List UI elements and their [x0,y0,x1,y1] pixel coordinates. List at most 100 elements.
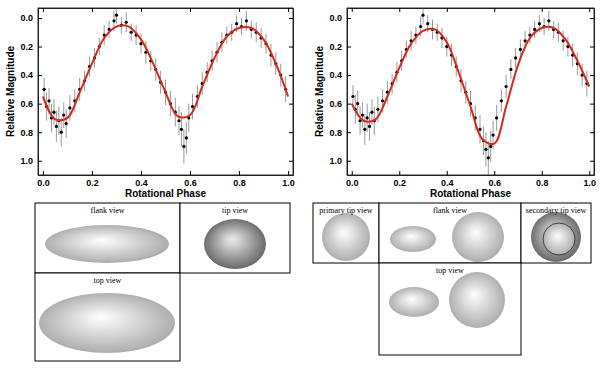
tick-mark [347,75,351,76]
data-point [500,99,503,102]
tick: 0.6 [488,171,501,188]
data-point [65,122,68,125]
tick-label: 1.0 [329,156,342,166]
scatter-series [43,8,288,164]
data-point [185,136,188,139]
data-point [538,22,541,25]
tick: 1.0 [329,156,351,166]
tick-mark [590,132,594,133]
tick: 1.0 [20,156,42,166]
data-point [112,19,115,22]
data-point [62,113,65,116]
tick-label: 0.0 [37,178,50,188]
tick-label: 0.6 [20,99,33,109]
tick-mark [43,8,44,12]
panel-box [180,203,290,273]
tick [590,18,594,19]
tick-mark [494,8,495,12]
panel-box [35,273,180,361]
axis-line [594,9,595,176]
data-point [368,125,371,128]
data-point [366,116,369,119]
panel-label: tip view [222,206,248,215]
tick-mark [542,8,543,12]
fit-line [352,27,590,144]
x-axis-title: Rotational Phase [125,188,207,199]
tick-label: 1.0 [282,178,295,188]
panel-box [379,203,521,263]
axis-line [348,8,595,9]
data-point [351,95,354,98]
data-point [419,25,422,28]
tick-mark [447,8,448,12]
tick [190,8,191,12]
tick-label: 1.0 [20,156,33,166]
data-point [421,14,424,17]
tick-mark [92,171,93,175]
asteroid-shape [322,213,370,261]
data-point [191,105,194,108]
data-point [547,19,550,22]
tick-label: 0.2 [329,42,342,52]
tick-mark [38,104,42,105]
tick: 0.2 [20,42,42,52]
tick [352,8,353,12]
tick-label: 0.4 [135,178,148,188]
tick [288,8,289,12]
panel-box [35,203,180,273]
data-point [115,14,118,17]
tick-mark [190,8,191,12]
tick-mark [141,8,142,12]
tick-mark [38,47,42,48]
tick-mark [347,104,351,105]
tick-label: 0.8 [536,178,549,188]
y-axis-right [289,9,294,176]
data-point [524,39,527,42]
tick-label: 0.0 [20,13,33,23]
asteroid-shape [543,223,575,255]
panel-label: flank view [433,206,467,215]
panel-label: primary tip view [319,206,373,215]
fit-line [43,25,288,120]
data-point [495,116,498,119]
data-point [426,22,429,25]
tick [590,161,594,162]
tick-label: 0.4 [20,70,33,80]
tick [289,104,293,105]
panel-label: top view [94,276,122,285]
tick-mark [590,161,594,162]
tick: 0.8 [329,128,351,138]
tick-label: 0.2 [20,42,33,52]
asteroid-shape [389,287,439,317]
tick: 0.0 [37,171,50,188]
asteroid-shape [452,212,504,262]
tick-mark [38,161,42,162]
tick-mark [590,47,594,48]
tick-mark [288,171,289,175]
data-point [509,68,512,71]
tick [289,161,293,162]
data-point [478,128,481,131]
tick: 0.8 [233,171,246,188]
tick [589,8,590,12]
data-point [487,156,490,159]
tick: 0.4 [20,70,42,80]
tick [141,8,142,12]
tick-mark [347,161,351,162]
plot-marks [43,8,289,164]
asteroid-shape [531,212,581,262]
tick-label: 0.8 [329,128,342,138]
tick-mark [447,171,448,175]
axis-line [293,9,294,176]
shape-model: flank viewtip viewtop view [35,203,290,361]
tick-mark [288,8,289,12]
tick [590,132,594,133]
tick [590,75,594,76]
tick: 0.4 [135,171,148,188]
tick [447,8,448,12]
data-point [514,56,517,59]
tick-mark [590,18,594,19]
tick: 0.0 [329,13,351,23]
data-point [177,119,180,122]
tick-mark [399,171,400,175]
